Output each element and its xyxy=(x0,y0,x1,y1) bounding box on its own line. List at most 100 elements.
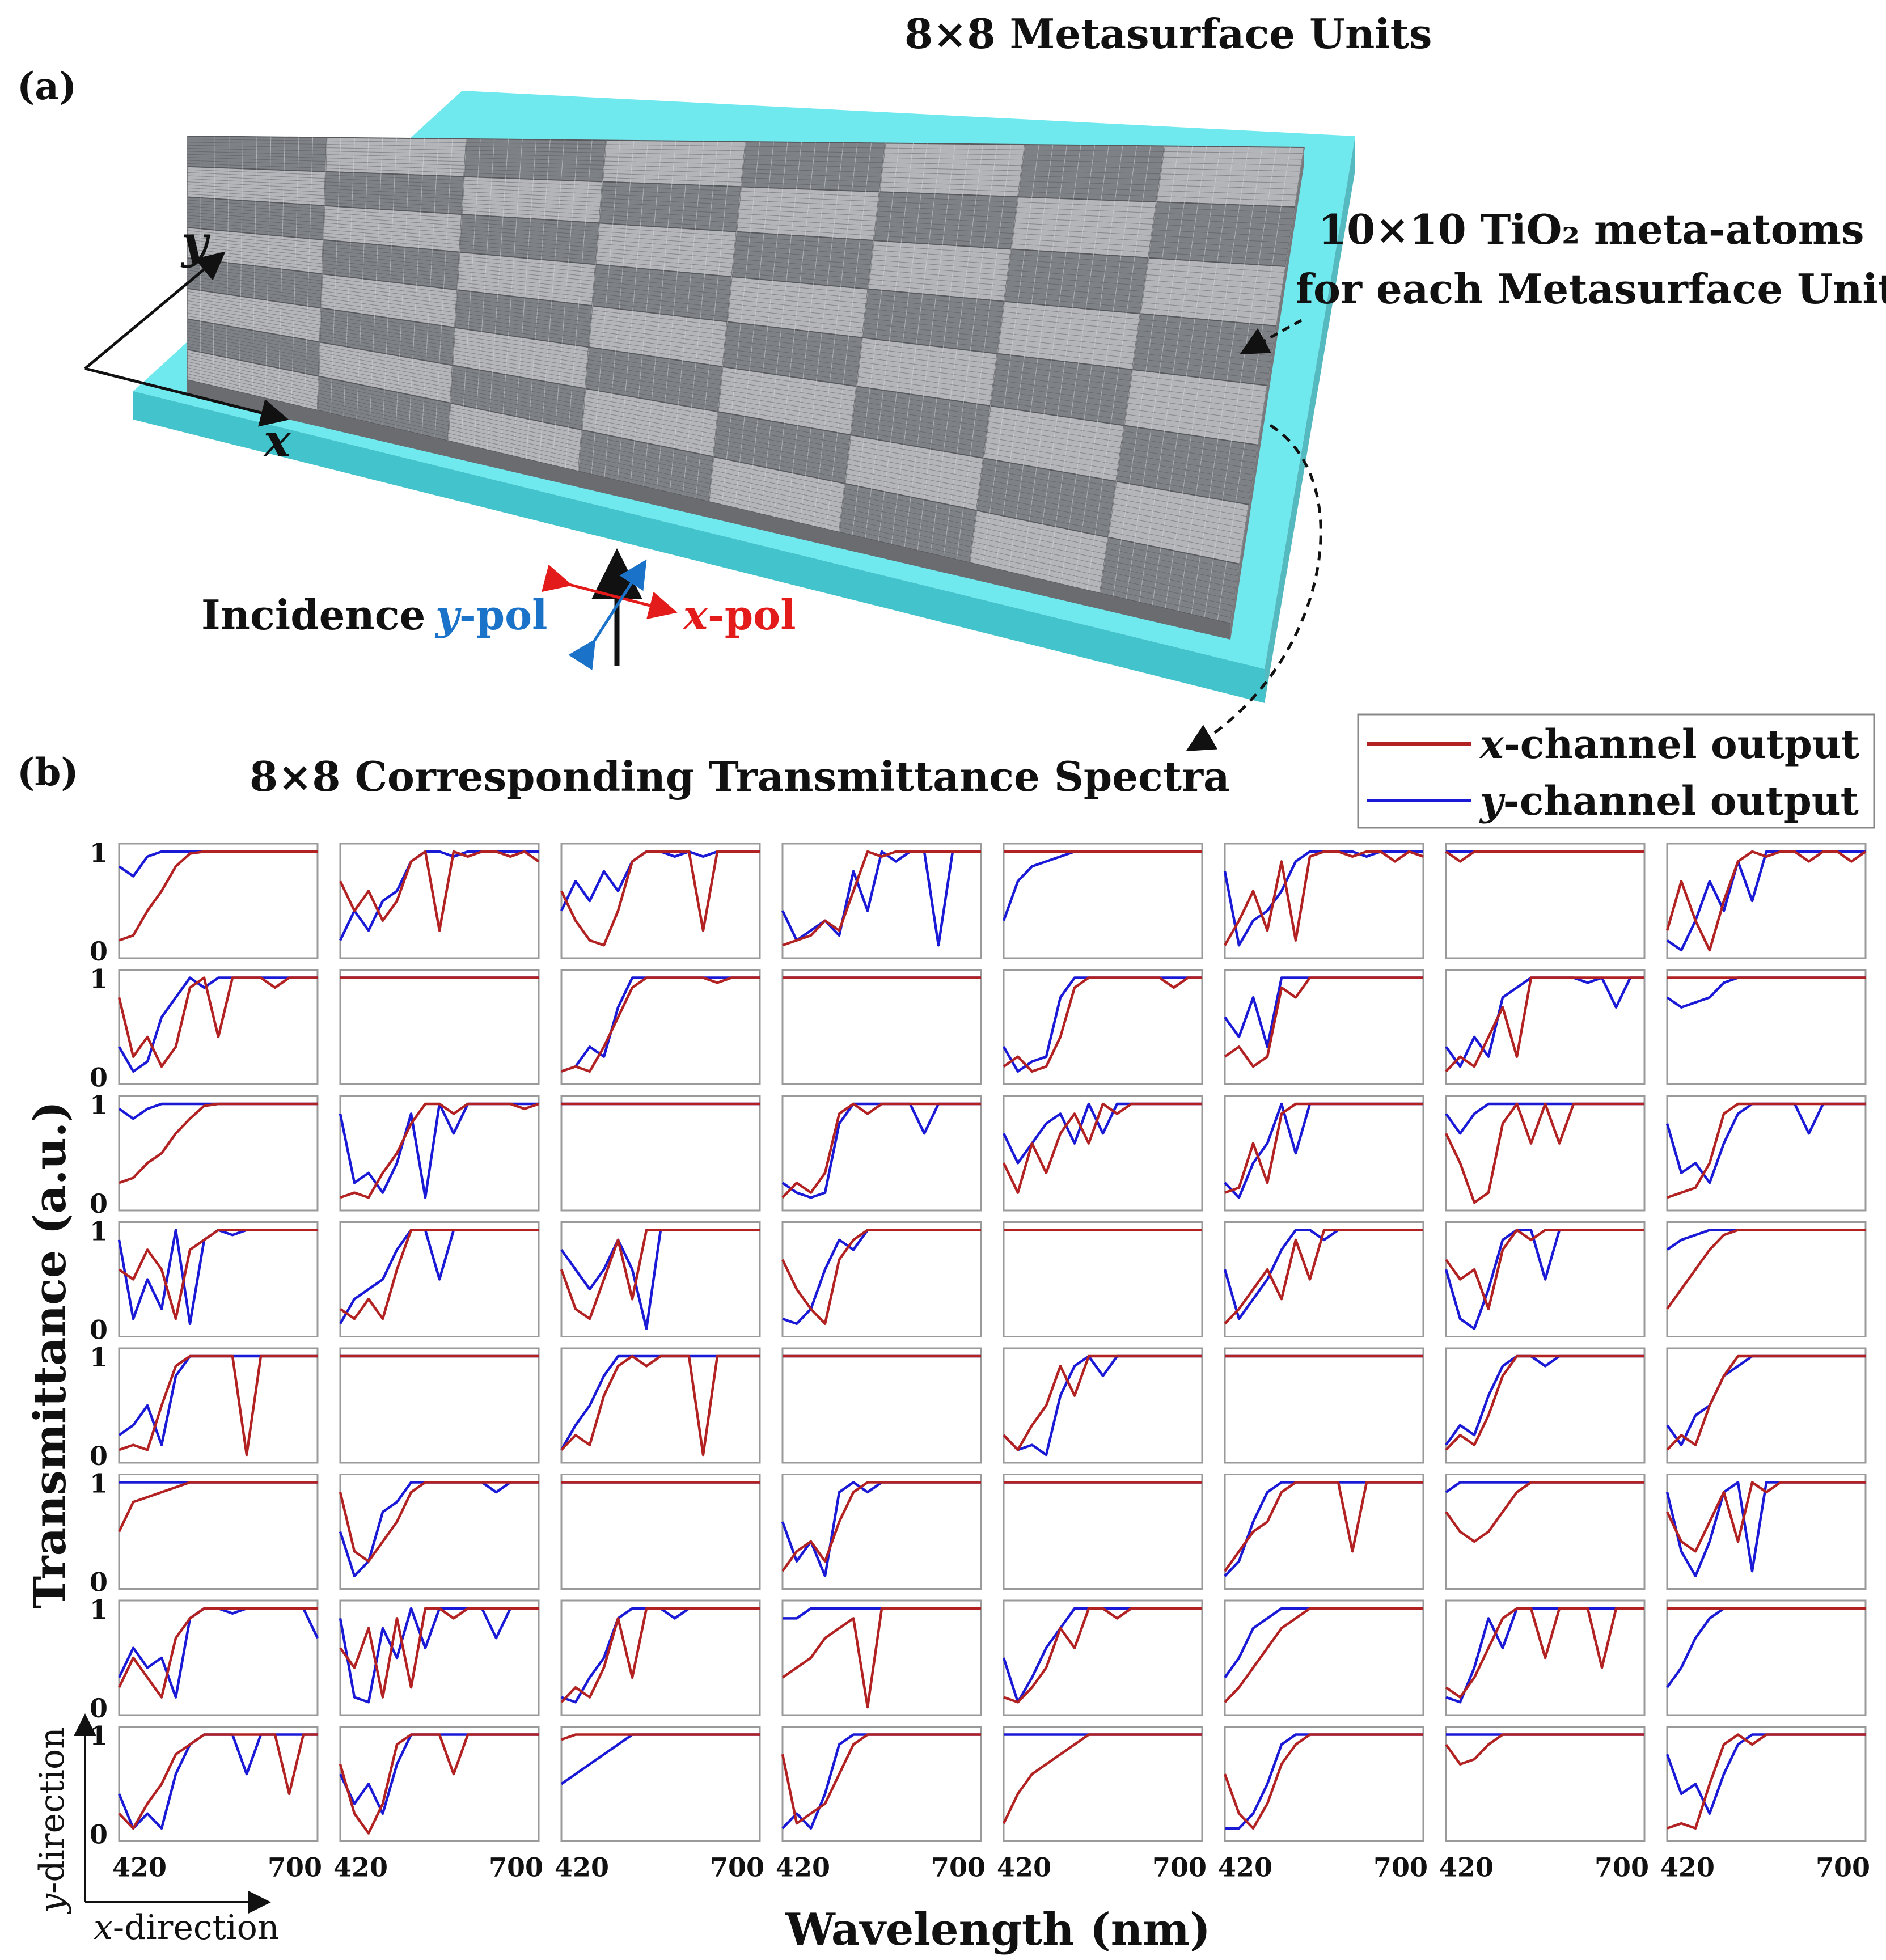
spectrum-frame xyxy=(1666,1726,1867,1842)
spectrum-panel xyxy=(339,969,540,1085)
meta-atom-gridline xyxy=(1165,146,1235,609)
spectrum-panel xyxy=(560,1095,761,1212)
y-tick-label: 1 xyxy=(90,1216,108,1247)
x-tick-label: 700 xyxy=(1152,1852,1207,1883)
meta-atom-gridline xyxy=(708,141,746,502)
meta-atom-gridline xyxy=(786,142,830,520)
x-channel-line xyxy=(1224,1102,1423,1194)
y-tick-label: 0 xyxy=(90,936,108,967)
meta-atom-gridline xyxy=(1217,147,1291,621)
meta-atom-gridline xyxy=(1047,145,1109,581)
spectrum-frame xyxy=(1666,1221,1867,1337)
meta-atom-gridline xyxy=(226,136,230,390)
link-arrow xyxy=(1186,424,1322,752)
x-tick-label: 420 xyxy=(112,1852,167,1883)
y-tick-label: 0 xyxy=(90,1441,108,1471)
panel-a-label: (a) xyxy=(17,64,77,108)
x-channel-line xyxy=(1666,1229,1866,1310)
meta-atom-gridline xyxy=(187,266,1265,404)
x-tick-label: 420 xyxy=(555,1852,609,1883)
spectrum-panel xyxy=(339,1095,540,1212)
x-channel-line xyxy=(1666,1354,1866,1451)
x-channel-line xyxy=(119,1102,318,1184)
x-channel-line xyxy=(339,850,540,932)
ypol-arrow xyxy=(568,559,647,671)
spectrum-panel xyxy=(1444,1221,1646,1337)
meta-atom-gridline xyxy=(187,264,1266,398)
y-tick-label: 1 xyxy=(90,837,108,868)
meta-atom-gridline xyxy=(1086,146,1151,590)
x-tick-label: 700 xyxy=(710,1852,764,1883)
meta-atom-gridline xyxy=(187,319,1249,505)
x-channel-line xyxy=(1665,1481,1866,1553)
spectrum-panel xyxy=(1445,1599,1646,1716)
spectrum-frame xyxy=(560,1347,761,1464)
spectrum-panel xyxy=(781,843,982,959)
substrate-side xyxy=(1265,136,1355,703)
x-channel-line xyxy=(119,1354,318,1457)
meta-atom-gridline xyxy=(187,294,1257,458)
substrate-front xyxy=(133,391,1265,703)
x-channel-line xyxy=(1224,1481,1423,1572)
x-tick-label: 420 xyxy=(1660,1852,1715,1883)
spectrum-panel: 420 700 xyxy=(555,1726,764,1883)
spectrum-panel xyxy=(1445,969,1646,1085)
x-channel-line xyxy=(1002,1102,1202,1194)
x-channel-line xyxy=(560,850,760,947)
x-channel-line xyxy=(339,1229,539,1320)
x-channel-line xyxy=(1445,850,1644,863)
spectrum-panel xyxy=(339,1599,540,1716)
spectrum-panel xyxy=(560,969,761,1085)
meta-atom-gridline xyxy=(891,143,942,545)
x-channel-line xyxy=(1667,1733,1866,1830)
spectrum-panel xyxy=(1003,1474,1203,1590)
spectrum-panel xyxy=(339,1221,540,1337)
x-channel-line xyxy=(1224,850,1424,946)
spectrum-frame xyxy=(781,843,982,959)
meta-atom-gridline xyxy=(187,333,1245,535)
meta-atom-gridline xyxy=(187,331,1246,529)
meta-atom-gridline xyxy=(291,137,299,405)
spectrum-panel xyxy=(560,1347,761,1464)
meta-atom-gridline xyxy=(669,141,704,493)
spectrum-panel xyxy=(1445,1474,1646,1590)
x-channel-line xyxy=(1444,1102,1644,1204)
meta-atom-gridline xyxy=(187,270,1264,410)
meta-atom-gridline xyxy=(187,376,1232,618)
meta-atom-gridline xyxy=(369,138,383,423)
metasurface-unit xyxy=(873,191,1019,250)
spectrum-panel: 420 700 xyxy=(776,1726,986,1883)
spectrum-frame xyxy=(1224,1221,1424,1337)
spectrum-frame xyxy=(1666,1599,1867,1716)
axis-x-label: x xyxy=(263,414,291,467)
x-channel-line xyxy=(1445,1733,1644,1766)
spectrum-frame xyxy=(1445,1347,1646,1464)
x-channel-line xyxy=(339,1607,539,1699)
meta-atom-gridline xyxy=(187,285,1259,439)
axis-y-arrow xyxy=(84,251,226,370)
spectrum-frame xyxy=(339,1474,540,1590)
spectrum-panel xyxy=(560,843,761,959)
meta-atom-gridline xyxy=(513,139,537,456)
meta-atom-gridline xyxy=(187,315,1250,499)
meta-atom-gridline xyxy=(956,144,1012,560)
spectrum-panel xyxy=(1224,1347,1424,1464)
spectrum-frame xyxy=(118,1221,319,1337)
meta-atom-gridline xyxy=(330,137,341,414)
meta-atom-gridline xyxy=(473,139,495,447)
spectrum-frame xyxy=(1666,1474,1867,1590)
meta-atom-gridline xyxy=(187,361,1236,589)
spectrum-panel xyxy=(781,969,982,1085)
meta-atom-gridline xyxy=(278,137,285,401)
meta-atom-gridline xyxy=(252,137,257,395)
spectrum-frame xyxy=(118,843,319,959)
spectra-title: 8×8 Corresponding Transmittance Spectra xyxy=(250,752,1230,801)
spectrum-panel: 420 700 xyxy=(997,1726,1207,1883)
meta-atom-gridline xyxy=(643,141,676,487)
incidence-label: Incidence xyxy=(201,591,425,639)
x-channel-line xyxy=(1445,1229,1644,1310)
spectrum-frame xyxy=(118,1347,319,1464)
meta-atom-gridline xyxy=(1100,146,1165,594)
axis-x-arrow xyxy=(84,367,289,427)
